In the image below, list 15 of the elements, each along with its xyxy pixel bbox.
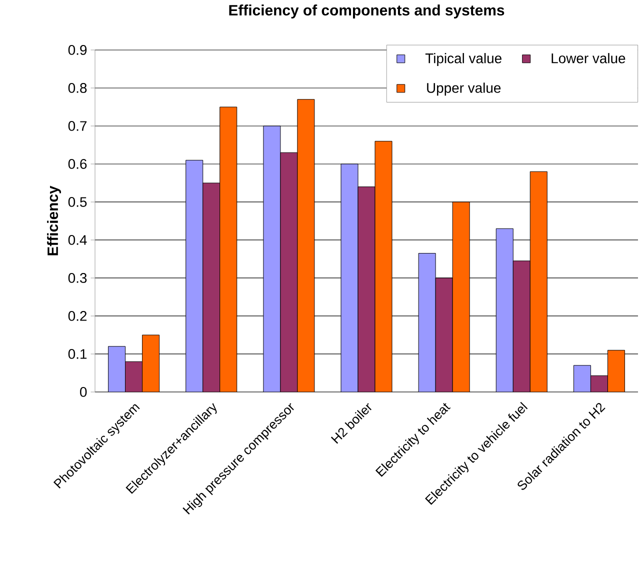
legend-label: Lower value (552, 53, 626, 64)
y-axis-title: Efficiency (47, 186, 61, 256)
y-tick-label: 0.5 (68, 197, 87, 207)
y-tick-label: 0.3 (68, 273, 87, 283)
y-tick-label: 0.6 (68, 159, 87, 169)
y-tick-label: 0.2 (68, 311, 87, 321)
y-tick-label: 0 (80, 387, 87, 397)
y-tick-label: 0.7 (68, 121, 87, 131)
y-tick-label: 0.1 (68, 349, 87, 359)
y-tick-label: 0.8 (68, 83, 87, 93)
y-tick-label: 0.9 (68, 45, 87, 55)
legend-label: Upper value (427, 82, 501, 96)
y-tick-label: 0.4 (68, 235, 87, 245)
legend-label: Tipical value (425, 53, 502, 66)
chart-title: Efficiency of components and systems (229, 4, 504, 18)
